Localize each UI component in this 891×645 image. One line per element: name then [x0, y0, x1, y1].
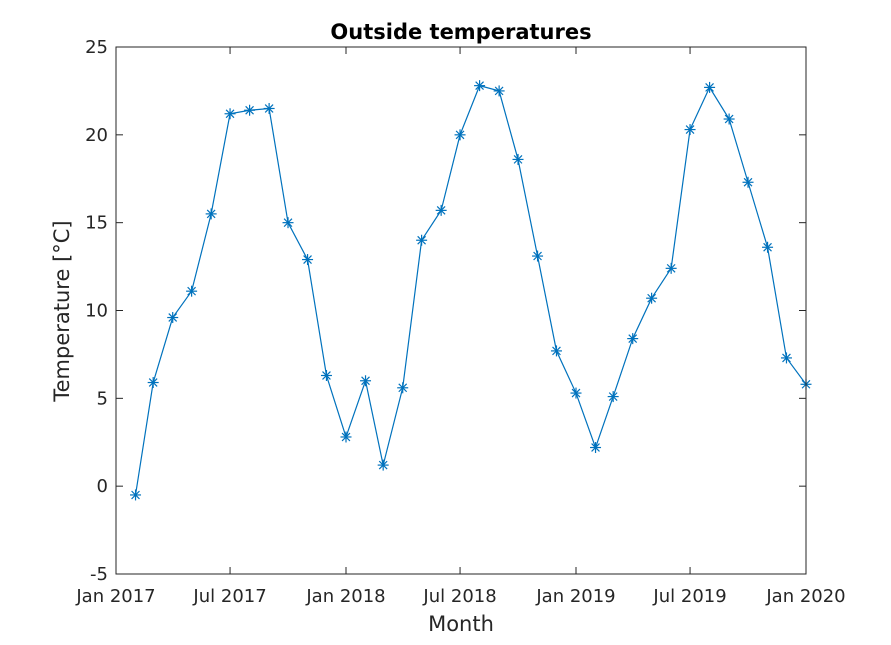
- data-point: [762, 241, 774, 253]
- x-tick-label: Jul 2018: [422, 586, 496, 607]
- x-tick-label: Jul 2017: [192, 586, 266, 607]
- data-point-stroke: [724, 114, 734, 124]
- data-point: [590, 442, 602, 454]
- data-point-stroke: [361, 376, 370, 386]
- data-point: [377, 459, 389, 471]
- data-point: [780, 352, 792, 364]
- data-point: [723, 113, 735, 125]
- data-point: [397, 382, 409, 394]
- data-point-stroke: [148, 378, 158, 387]
- data-point-stroke: [763, 242, 772, 252]
- data-point-stroke: [608, 392, 618, 401]
- data-point: [360, 375, 372, 387]
- data-point: [263, 102, 275, 114]
- data-point: [302, 254, 314, 266]
- x-tick-label: Jan 2017: [75, 586, 155, 607]
- y-tick-label: 5: [97, 388, 108, 409]
- data-point: [742, 176, 754, 188]
- data-point-stroke: [475, 81, 484, 91]
- data-point: [320, 369, 332, 381]
- data-point: [550, 345, 562, 357]
- data-point: [224, 108, 236, 120]
- x-tick-label: Jan 2018: [305, 586, 385, 607]
- data-point-stroke: [552, 346, 561, 356]
- data-point-stroke: [743, 177, 753, 187]
- data-point-stroke: [513, 155, 523, 164]
- data-point: [147, 377, 159, 389]
- data-point-stroke: [264, 104, 274, 113]
- data-point: [186, 285, 198, 297]
- data-point-stroke: [206, 209, 216, 219]
- data-point-stroke: [283, 218, 293, 228]
- y-tick-label: 15: [85, 213, 108, 234]
- data-point-stroke: [705, 83, 714, 92]
- y-axis-label: Temperature [°C]: [50, 220, 74, 402]
- data-point: [244, 104, 256, 116]
- data-point-stroke: [782, 353, 791, 363]
- data-point-stroke: [131, 490, 140, 500]
- data-point-stroke: [571, 388, 581, 398]
- data-point-stroke: [494, 86, 504, 96]
- data-point-stroke: [245, 105, 254, 115]
- data-point-stroke: [341, 432, 351, 442]
- x-axis-label: Month: [428, 612, 494, 636]
- data-point-stroke: [187, 286, 197, 296]
- data-point: [627, 333, 639, 345]
- data-point: [512, 153, 524, 165]
- y-tick-label: 10: [85, 301, 108, 322]
- data-point: [282, 217, 294, 229]
- data-point: [340, 431, 352, 443]
- data-point: [532, 250, 544, 262]
- data-point-stroke: [168, 313, 178, 322]
- data-point-stroke: [225, 109, 235, 119]
- data-point-stroke: [398, 383, 408, 393]
- data-point: [416, 234, 428, 246]
- data-point-stroke: [647, 293, 657, 303]
- data-point-stroke: [455, 130, 465, 140]
- series-temperature: [130, 80, 812, 501]
- data-point-stroke: [666, 263, 676, 273]
- data-point-stroke: [685, 125, 695, 134]
- data-point-stroke: [591, 443, 600, 452]
- y-tick-label: 0: [97, 476, 108, 497]
- data-point-stroke: [322, 371, 331, 380]
- data-point: [454, 129, 466, 141]
- data-point-stroke: [533, 251, 542, 261]
- plot-frame: [115, 46, 807, 575]
- data-point: [665, 262, 677, 274]
- x-tick-label: Jul 2019: [652, 586, 726, 607]
- data-point: [167, 312, 179, 324]
- y-tick-label: 25: [85, 37, 108, 58]
- data-point: [704, 81, 716, 93]
- ticks-layer: -5 0 5 10 15 20 25 Jan 2017 Jul 2017 Jan 2018 Jul …: [75, 37, 845, 607]
- chart-title: Outside temperatures: [330, 20, 591, 44]
- data-point: [607, 391, 619, 403]
- data-point: [130, 489, 142, 501]
- y-tick-label: -5: [90, 564, 108, 585]
- plot-area: [116, 47, 806, 574]
- data-point: [646, 292, 658, 304]
- y-tick-label: 20: [85, 125, 108, 146]
- data-point: [493, 85, 505, 97]
- x-tick-label: Jan 2019: [535, 586, 615, 607]
- data-point-stroke: [378, 460, 388, 470]
- data-point: [474, 80, 486, 92]
- data-point: [570, 387, 582, 399]
- data-point: [684, 124, 696, 136]
- data-point-stroke: [628, 334, 638, 343]
- data-point: [435, 204, 447, 216]
- data-point-stroke: [417, 235, 427, 245]
- data-point-stroke: [436, 205, 446, 215]
- data-point: [205, 208, 217, 220]
- x-tick-label: Jan 2020: [765, 586, 845, 607]
- data-point-stroke: [303, 255, 312, 264]
